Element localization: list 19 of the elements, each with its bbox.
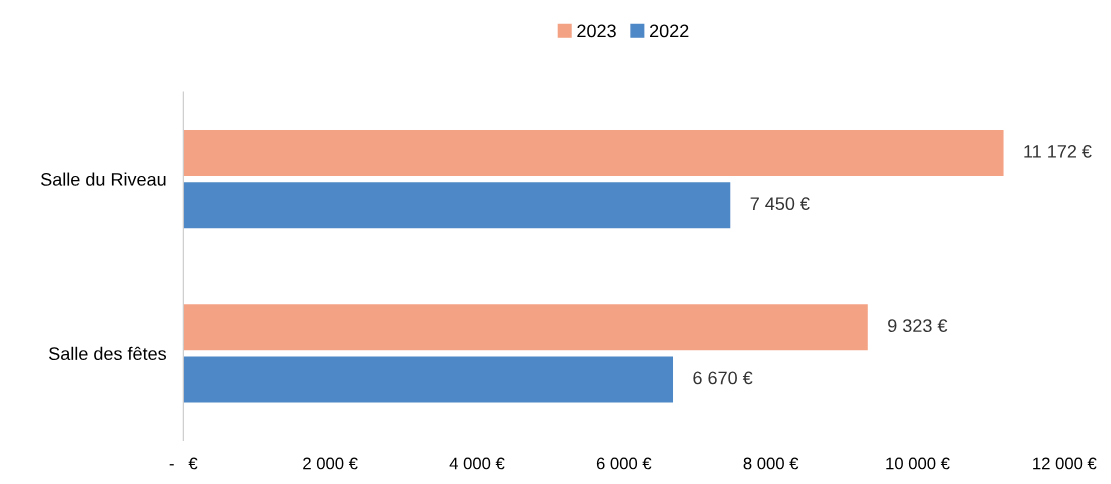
data-label: 7 450 € <box>750 197 810 211</box>
x-tick-label: - € <box>169 457 198 470</box>
data-label: 9 323 € <box>888 319 948 333</box>
data-label: 6 670 € <box>693 371 753 385</box>
bar <box>183 129 1004 176</box>
x-tick-label: 2 000 € <box>303 457 358 470</box>
legend-label: 2022 <box>650 24 689 38</box>
y-tick-label: Salle du Riveau <box>41 172 166 186</box>
bar <box>183 304 868 351</box>
y-tick-label: Salle des fêtes <box>49 346 166 361</box>
x-tick-label: 12 000 € <box>1033 457 1097 470</box>
x-tick-label: 6 000 € <box>596 457 652 470</box>
data-label: 11 172 € <box>1024 145 1092 158</box>
x-tick-label: 10 000 € <box>886 457 950 470</box>
bar <box>183 356 674 403</box>
x-tick-label: 4 000 € <box>449 457 505 470</box>
bar <box>183 182 731 229</box>
x-tick-label: 8 000 € <box>743 457 799 470</box>
legend-label: 2023 <box>577 24 616 38</box>
